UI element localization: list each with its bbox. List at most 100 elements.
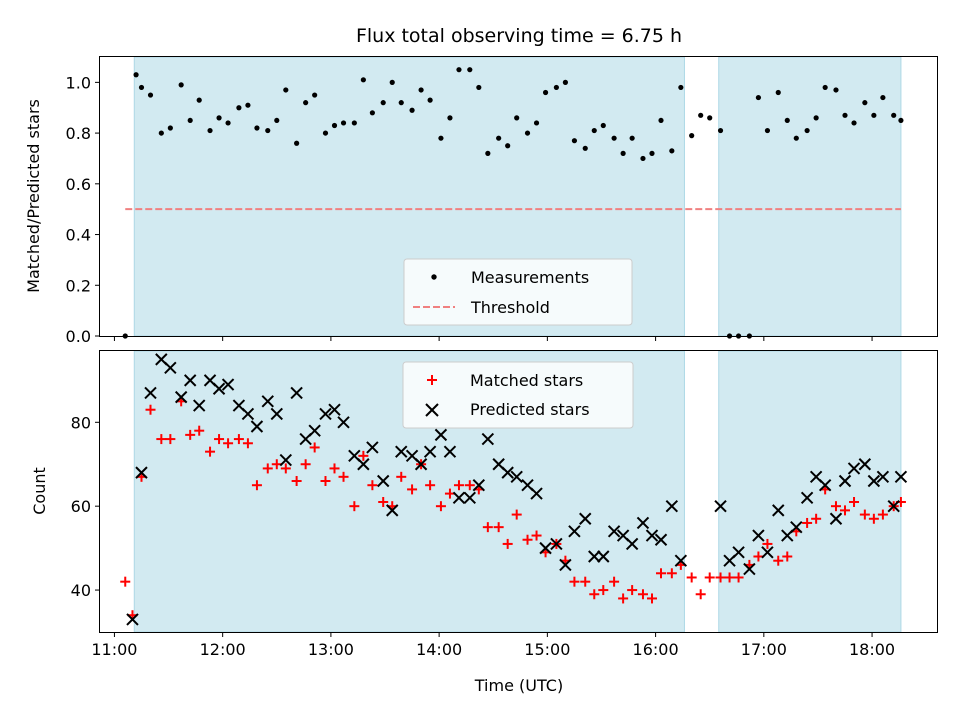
- measurement-point: [476, 84, 482, 91]
- measurement-point: [689, 133, 695, 139]
- measurement-point: [167, 125, 173, 131]
- measurement-point: [485, 150, 491, 156]
- predicted-star-marker: [607, 525, 621, 538]
- observing-span: [718, 350, 902, 633]
- top-panel: 0.0 0.2 0.4 0.6 0.8 1.0 Matched/Predicted sta…: [24, 56, 938, 346]
- matched-star-marker: [859, 509, 870, 520]
- measurement-point: [658, 117, 664, 124]
- y-tick-label: 0.2: [66, 276, 91, 295]
- matched-star-marker: [214, 434, 225, 445]
- predicted-star-marker: [357, 458, 370, 471]
- predicted-star-marker: [290, 386, 303, 400]
- predicted-star-marker: [164, 361, 177, 374]
- measurement-point: [620, 150, 626, 156]
- measurement-point: [582, 145, 588, 151]
- measurement-point: [438, 135, 444, 141]
- matched-star-marker: [444, 488, 455, 499]
- predicted-star-marker: [328, 403, 341, 416]
- measurement-point: [505, 143, 511, 149]
- measurement-point: [236, 105, 242, 111]
- legend-predicted-label: Predicted stars: [470, 400, 590, 419]
- x-tick-label: 18:00: [849, 640, 895, 659]
- predicted-star-marker: [674, 554, 688, 567]
- matched-star-marker: [531, 530, 542, 541]
- matched-star-marker: [877, 509, 888, 520]
- matched-star-marker: [609, 576, 620, 587]
- predicted-star-marker: [743, 562, 756, 576]
- measurement-point: [283, 87, 289, 93]
- measurement-point: [360, 77, 366, 83]
- predicted-star-marker: [665, 499, 679, 513]
- matched-star-marker: [569, 576, 580, 587]
- predicted-star-marker: [568, 525, 581, 538]
- predicted-star-marker: [858, 458, 872, 471]
- predicted-star-marker: [377, 474, 390, 488]
- x-tick-label: 17:00: [741, 640, 787, 659]
- matched-star-marker: [522, 534, 533, 545]
- matched-star-marker: [251, 480, 262, 491]
- matched-star-marker: [493, 522, 504, 533]
- measurement-point: [755, 94, 762, 101]
- measurement-point: [331, 122, 338, 129]
- predicted-star-marker: [847, 462, 861, 475]
- measurement-point: [225, 120, 231, 126]
- measurement-point: [640, 155, 646, 162]
- predicted-star-marker: [790, 520, 803, 534]
- y-tick-label: 80: [71, 413, 91, 432]
- predicted-star-marker: [434, 428, 448, 442]
- measurement-point: [254, 125, 260, 131]
- predicted-star-marker: [597, 550, 610, 563]
- measurement-point: [629, 135, 635, 141]
- matched-star-marker: [378, 496, 389, 507]
- legend-measurements-marker: [431, 274, 437, 280]
- x-tick-label: 14:00: [416, 640, 462, 659]
- measurement-point: [158, 130, 164, 136]
- matched-star-marker: [646, 593, 657, 604]
- matched-star-marker: [580, 576, 591, 587]
- predicted-star-marker: [221, 378, 235, 391]
- x-tick-label: 11:00: [91, 640, 137, 659]
- predicted-star-marker: [395, 445, 408, 458]
- measurement-point: [187, 117, 193, 124]
- predicted-star-marker: [867, 474, 881, 488]
- predicted-star-marker: [481, 432, 495, 446]
- predicted-star-marker: [714, 499, 727, 513]
- predicted-star-marker: [261, 395, 274, 408]
- x-axis-label: Time (UTC): [474, 676, 563, 695]
- predicted-star-marker: [463, 491, 477, 504]
- matched-star-marker: [618, 593, 629, 604]
- bottom-legend-box: [402, 361, 634, 429]
- bottom-panel: 40 60 80 11:00 12:00 13:00 14:00 15:00 16:00 17:…: [30, 350, 938, 695]
- y-tick-label: 60: [71, 497, 91, 516]
- x-tick-label: 15:00: [524, 640, 570, 659]
- matched-star-marker: [329, 463, 340, 474]
- predicted-star-marker: [212, 382, 226, 395]
- measurement-point: [842, 112, 848, 118]
- matched-star-marker: [262, 463, 273, 474]
- bottom-x-ticks: 11:00 12:00 13:00 14:00 15:00 16:00 17:00 18:00: [91, 632, 895, 659]
- matched-star-marker: [291, 476, 302, 487]
- measurement-point: [833, 87, 839, 93]
- measurement-point: [496, 135, 502, 141]
- measurement-point: [669, 148, 675, 154]
- predicted-star-marker: [279, 453, 293, 467]
- predicted-star-marker: [501, 466, 514, 479]
- measurement-point: [340, 120, 347, 126]
- y-tick-label: 40: [71, 581, 91, 600]
- matched-star-marker: [627, 585, 638, 596]
- measurement-point: [207, 127, 213, 134]
- top-axes-frame: [99, 56, 938, 337]
- measurement-point: [216, 115, 222, 121]
- measurement-point: [600, 122, 606, 129]
- measurement-point: [133, 72, 139, 78]
- matched-star-marker: [589, 589, 600, 600]
- measurement-point: [351, 120, 357, 126]
- predicted-star-marker: [579, 512, 592, 525]
- predicted-star-marker: [894, 470, 908, 484]
- matched-star-marker: [309, 442, 320, 453]
- matched-star-marker: [782, 551, 793, 562]
- predicted-star-marker: [472, 479, 486, 492]
- y-tick-label: 1.0: [66, 73, 91, 92]
- predicted-star-marker: [559, 558, 572, 572]
- measurement-point: [804, 127, 810, 134]
